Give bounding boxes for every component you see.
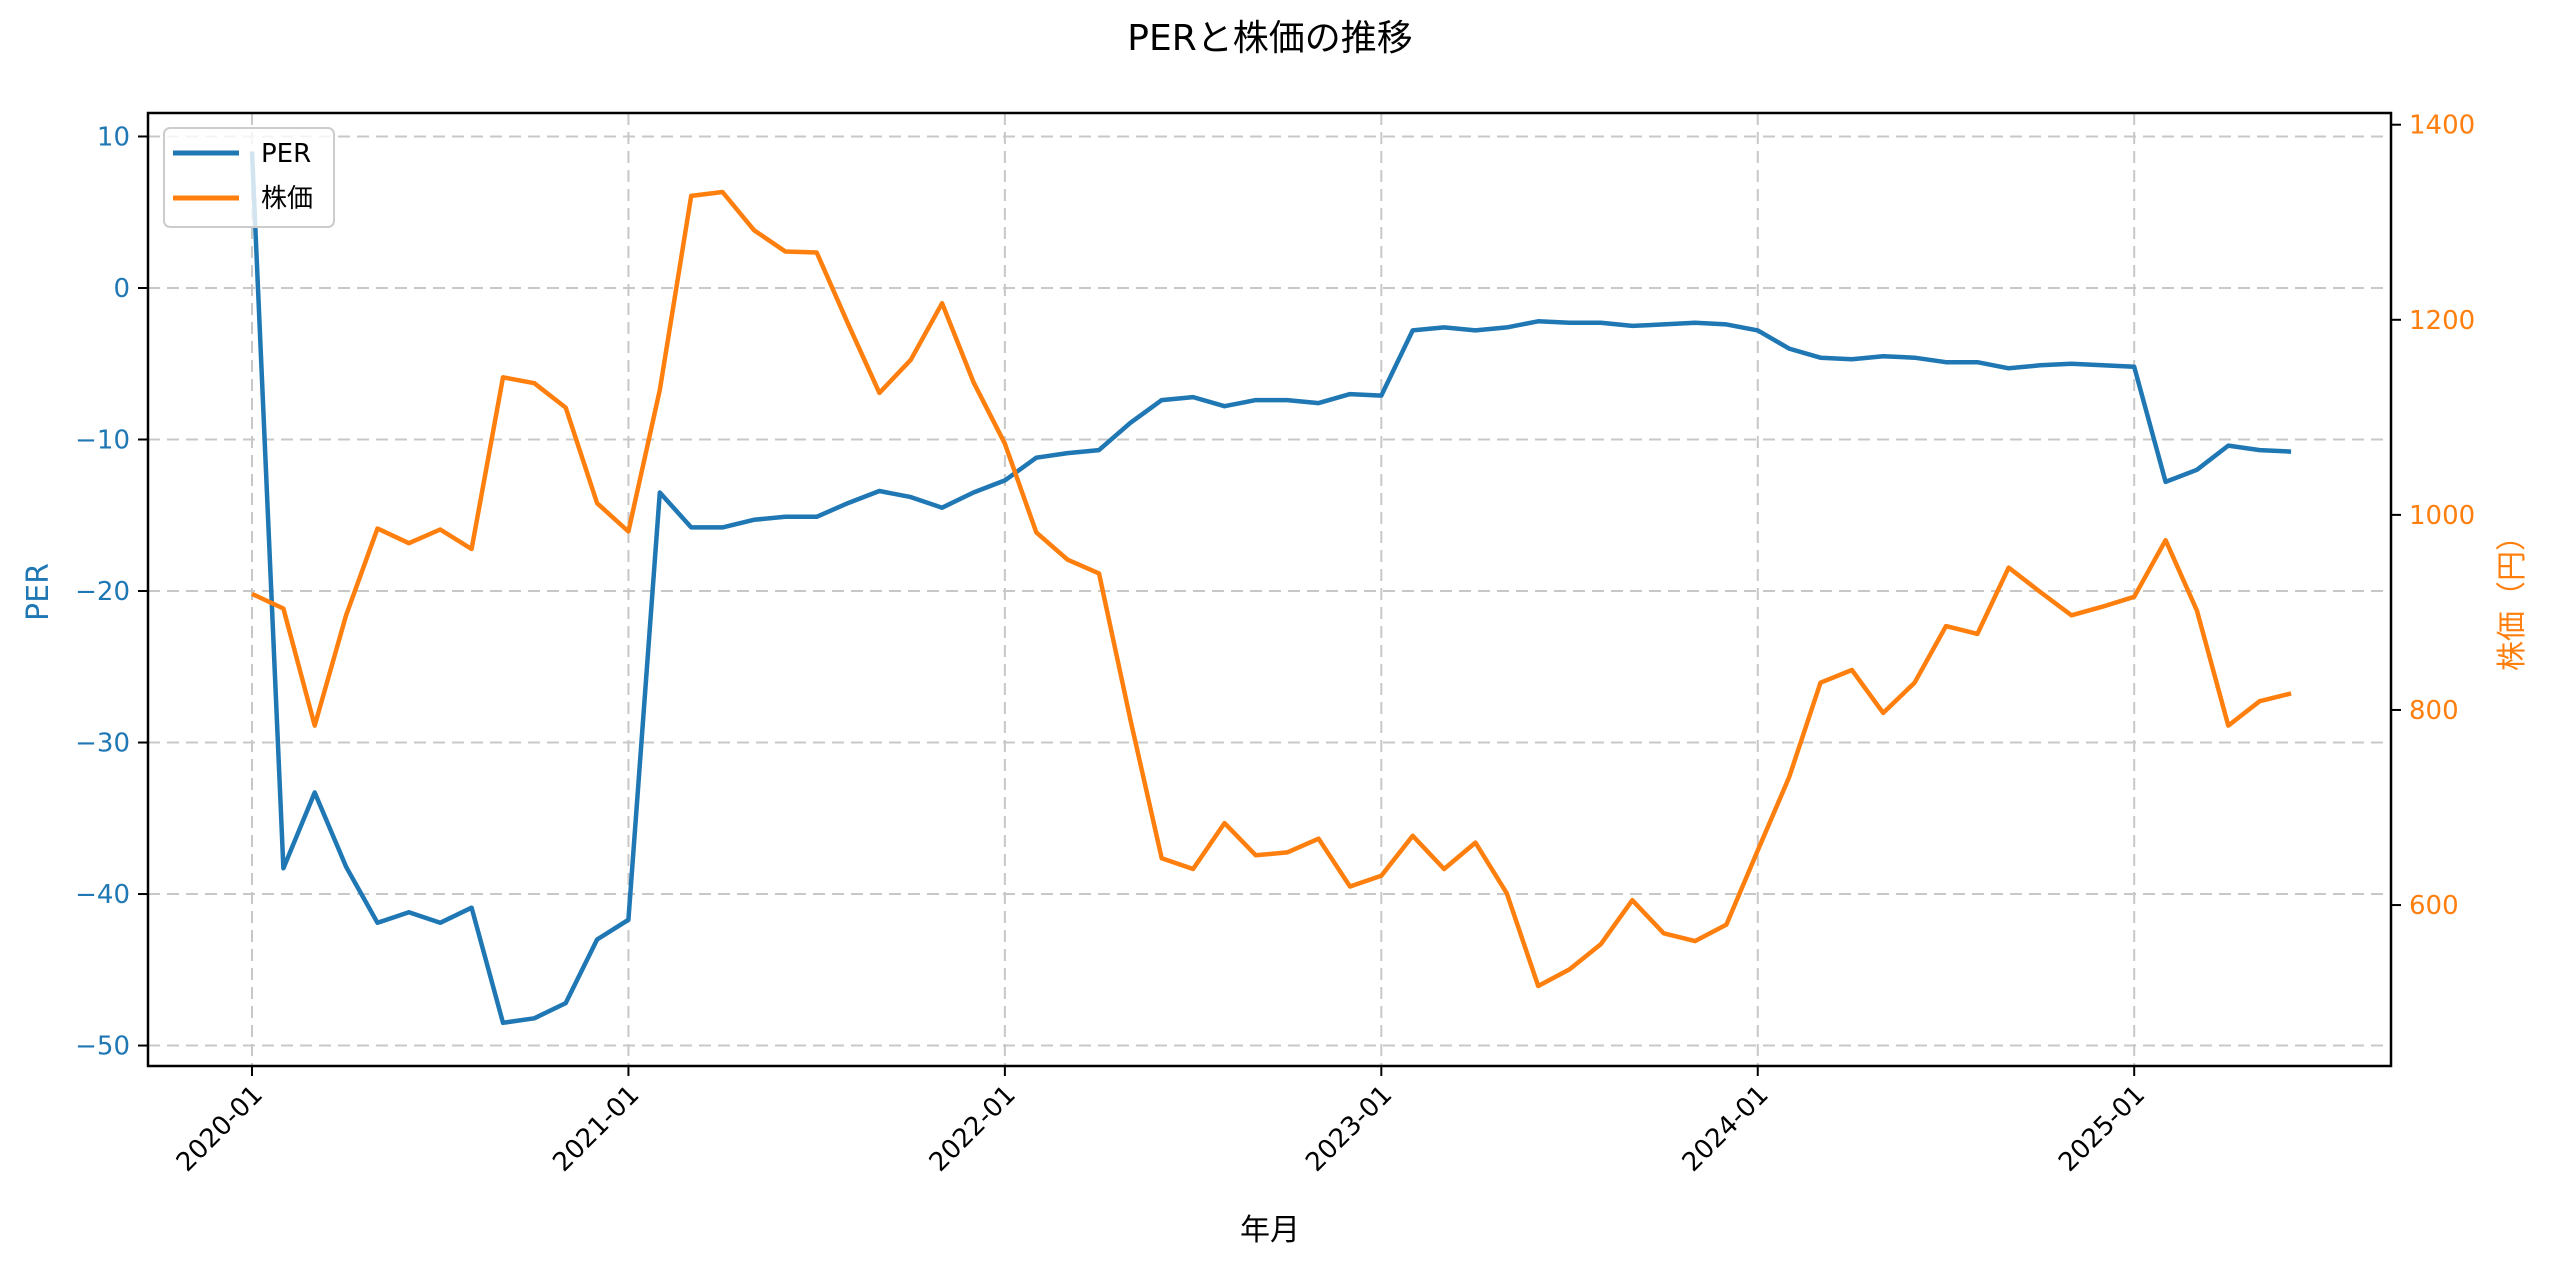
- plot-frame: [146, 111, 2393, 1068]
- x-axis: 2020-01 2021-01 2022-01 2023-01 2024-01 2025-…: [171, 1066, 2151, 1178]
- left-tick-label: −30: [75, 729, 130, 759]
- left-y-axis: 10 0 −10 −20 −30 −40 −50: [75, 122, 148, 1062]
- x-tick-label: 2022-01: [924, 1080, 1022, 1178]
- left-tick-label: 0: [113, 274, 130, 304]
- right-axis-label: 株価（円）: [2495, 521, 2530, 671]
- right-tick-label: 1000: [2409, 501, 2475, 531]
- left-tick-label: −50: [75, 1032, 130, 1062]
- right-tick-label: 800: [2409, 696, 2459, 726]
- left-tick-label: −40: [75, 880, 130, 910]
- grid-lines: [148, 113, 2391, 1066]
- right-tick-label: 600: [2409, 891, 2459, 921]
- legend: PER 株価: [163, 127, 335, 228]
- x-tick-label: 2020-01: [171, 1080, 269, 1178]
- x-axis-label: 年月: [1240, 1213, 1300, 1248]
- series-lines: [249, 151, 2292, 1026]
- left-tick-label: −10: [75, 426, 130, 456]
- per-line: [249, 151, 2292, 1026]
- left-tick-label: −20: [75, 577, 130, 607]
- x-tick-label: 2023-01: [1300, 1080, 1398, 1178]
- legend-per-label: PER: [261, 139, 311, 169]
- x-tick-label: 2024-01: [1677, 1080, 1775, 1178]
- price-line: [251, 189, 2292, 989]
- x-tick-label: 2025-01: [2053, 1080, 2151, 1178]
- x-tick-label: 2021-01: [547, 1080, 645, 1178]
- chart-title: PERと株価の推移: [1127, 18, 1412, 59]
- right-y-axis: 600 800 1000 1200 1400: [2391, 111, 2475, 921]
- legend-price-label: 株価: [261, 184, 313, 214]
- right-tick-label: 1400: [2409, 111, 2475, 141]
- left-axis-label: PER: [21, 563, 56, 621]
- left-tick-label: 10: [97, 122, 130, 152]
- right-tick-label: 1200: [2409, 306, 2475, 336]
